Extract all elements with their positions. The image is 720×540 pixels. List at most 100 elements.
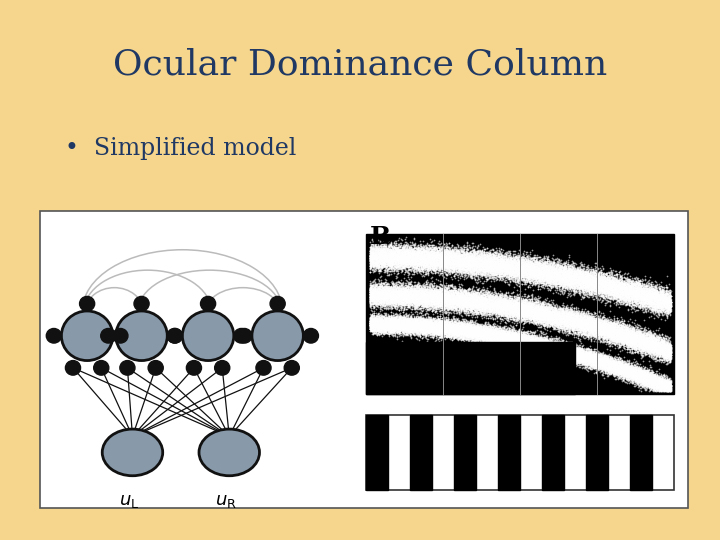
Point xyxy=(618,327,630,335)
Point xyxy=(523,339,535,348)
Point xyxy=(626,285,637,293)
Point xyxy=(563,323,575,332)
Point xyxy=(410,320,421,328)
Point xyxy=(426,296,438,305)
Point xyxy=(556,309,567,318)
Point xyxy=(662,349,673,357)
Point xyxy=(642,373,653,381)
Point xyxy=(515,308,526,317)
Point xyxy=(658,379,670,388)
Point xyxy=(382,252,393,260)
Point xyxy=(633,369,644,377)
Point xyxy=(517,275,528,284)
Point xyxy=(424,295,436,303)
Point xyxy=(500,329,511,338)
Point xyxy=(385,298,397,306)
Point xyxy=(563,325,575,334)
Point xyxy=(626,331,638,340)
Point xyxy=(553,275,564,284)
Point xyxy=(615,362,626,370)
Point xyxy=(534,315,545,323)
Point xyxy=(416,294,428,303)
Point xyxy=(657,343,668,352)
Point xyxy=(597,321,608,330)
Point xyxy=(446,319,458,328)
Point xyxy=(492,295,503,303)
Point xyxy=(384,327,396,335)
Point xyxy=(539,306,551,315)
Point xyxy=(562,256,574,265)
Point xyxy=(392,246,404,255)
Point xyxy=(568,346,580,355)
Point xyxy=(647,345,659,353)
Point xyxy=(480,302,492,311)
Point xyxy=(503,329,515,338)
Point xyxy=(642,376,654,385)
Point xyxy=(621,366,632,374)
Point xyxy=(617,285,629,294)
Point xyxy=(476,266,487,275)
Point xyxy=(430,316,441,325)
Point xyxy=(557,317,568,326)
Point xyxy=(559,359,571,367)
Point xyxy=(564,349,576,358)
Point xyxy=(437,328,449,336)
Point xyxy=(459,297,471,306)
Point xyxy=(590,315,602,323)
Point xyxy=(495,262,506,271)
Point xyxy=(448,260,459,268)
Point xyxy=(575,283,586,292)
Point xyxy=(587,325,598,334)
Point xyxy=(593,281,604,289)
Point xyxy=(599,364,611,373)
Point xyxy=(435,297,446,306)
Point xyxy=(559,348,571,356)
Point xyxy=(486,330,498,339)
Point xyxy=(612,320,624,329)
Point xyxy=(562,277,574,286)
Point xyxy=(505,254,516,263)
Point xyxy=(643,336,654,345)
Point xyxy=(464,259,475,267)
Point xyxy=(474,322,486,330)
Point xyxy=(452,291,464,299)
Point xyxy=(611,366,623,375)
Point xyxy=(460,324,472,333)
Point xyxy=(500,330,511,339)
Point xyxy=(500,298,512,307)
Point xyxy=(457,256,469,265)
Point xyxy=(454,266,465,274)
Point xyxy=(598,356,609,365)
Point xyxy=(488,294,500,303)
Point xyxy=(632,291,644,300)
Point xyxy=(376,321,387,329)
Point xyxy=(606,282,618,291)
Point xyxy=(652,377,664,386)
Point xyxy=(636,343,647,352)
Point xyxy=(529,260,541,268)
Point xyxy=(531,334,543,343)
Point xyxy=(388,313,400,322)
Point xyxy=(595,354,607,363)
Point xyxy=(473,293,485,302)
Point xyxy=(658,346,670,354)
Point xyxy=(588,353,599,361)
Point xyxy=(474,300,486,308)
Point xyxy=(369,307,380,316)
Point xyxy=(426,286,437,294)
Point xyxy=(372,316,383,325)
Point xyxy=(445,322,456,331)
Point xyxy=(631,336,642,345)
Point xyxy=(419,298,431,307)
Point xyxy=(643,288,654,297)
Point xyxy=(537,303,549,312)
Point xyxy=(588,362,600,371)
Point xyxy=(428,255,439,264)
Point xyxy=(606,328,618,337)
Point xyxy=(634,292,645,300)
Point xyxy=(603,359,615,367)
Point xyxy=(597,320,608,328)
Point xyxy=(482,259,493,267)
Point xyxy=(454,321,465,330)
Point xyxy=(613,327,625,335)
